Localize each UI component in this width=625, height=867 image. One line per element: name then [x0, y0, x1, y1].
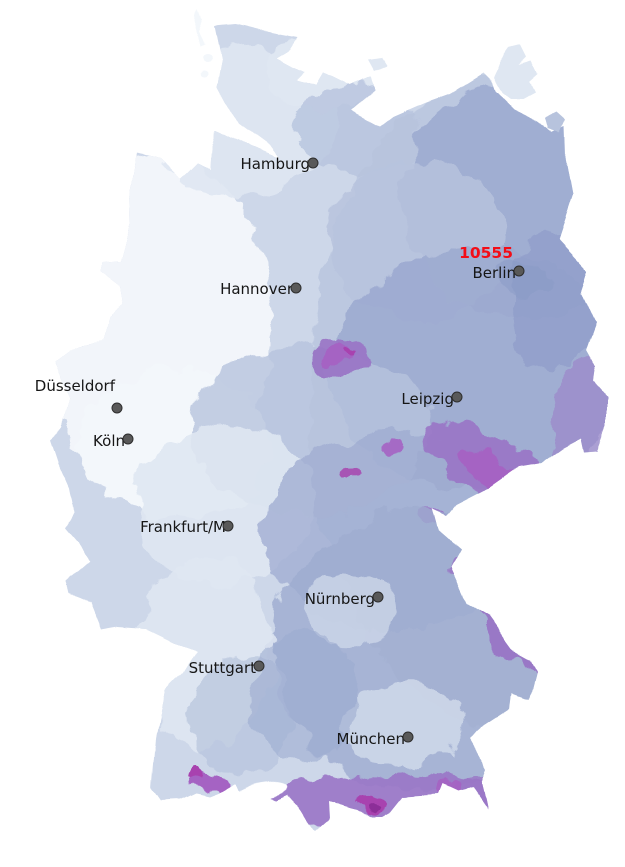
island-fehmarn: [368, 60, 386, 73]
hotspot-jena: [344, 466, 360, 478]
city-dot-leipzig: [451, 391, 463, 403]
city-dot-m-nchen: [402, 731, 414, 743]
hotspot-chiemgau: [439, 781, 465, 799]
island-foehr: [201, 53, 211, 61]
city-dot-n-rnberg: [372, 591, 384, 603]
hotspot-leipzig-south: [381, 438, 403, 454]
island-usedom: [545, 112, 566, 133]
city-marker-d-sseldorf: Düsseldorf: [35, 377, 123, 414]
city-label-berlin: Berlin: [472, 264, 516, 282]
city-marker-berlin: Berlin: [472, 264, 525, 282]
city-marker-frankfurt-m: Frankfurt/M: [140, 518, 234, 536]
lake-constance: [235, 782, 289, 800]
highlight-postal-code: 10555: [459, 244, 513, 262]
city-dot-stuttgart: [253, 660, 265, 672]
city-label-frankfurt-m: Frankfurt/M: [140, 518, 226, 536]
city-dot-k-ln: [122, 433, 134, 445]
city-label-hamburg: Hamburg: [240, 155, 310, 173]
hotspot-lusatia: [555, 360, 608, 480]
region-swabia: [250, 630, 360, 760]
city-label-d-sseldorf: Düsseldorf: [35, 377, 116, 395]
island-ruegen: [492, 46, 538, 99]
island-sylt: [195, 10, 204, 46]
city-dot-frankfurt-m: [222, 520, 234, 532]
region-altmuehl-light: [305, 575, 395, 645]
city-dot-berlin: [513, 265, 525, 277]
city-label-k-ln: Köln: [93, 432, 125, 450]
choropleth-layer: [51, 30, 608, 826]
city-dot-hannover: [290, 282, 302, 294]
hotspot-thuringia-peak: [342, 345, 352, 353]
city-label-n-rnberg: Nürnberg: [305, 590, 375, 608]
city-marker-n-rnberg: Nürnberg: [305, 590, 384, 608]
city-dot-d-sseldorf: [111, 402, 123, 414]
city-label-hannover: Hannover: [220, 280, 294, 298]
city-marker-hannover: Hannover: [220, 280, 302, 298]
island-pellworm: [198, 69, 206, 75]
city-marker-k-ln: Köln: [93, 432, 134, 450]
land-layer: [51, 10, 608, 830]
city-label-leipzig: Leipzig: [401, 390, 454, 408]
city-marker-hamburg: Hamburg: [240, 155, 319, 173]
city-label-m-nchen: München: [337, 730, 405, 748]
hotspot-alps-peak: [368, 801, 382, 811]
city-marker-stuttgart: Stuttgart: [189, 659, 265, 677]
region-munich-light: [345, 683, 465, 767]
hotspot-allgaeu: [289, 804, 311, 820]
hotspot-berchtesgaden: [455, 776, 505, 804]
city-marker-leipzig: Leipzig: [401, 390, 463, 408]
hotspot-loerrach-peak: [185, 770, 201, 782]
city-layer: Hamburg Hannover Berlin Düsseldorf Köln Leipz…: [35, 155, 525, 748]
city-dot-hamburg: [307, 157, 319, 169]
city-marker-m-nchen: München: [337, 730, 414, 748]
city-label-stuttgart: Stuttgart: [189, 659, 257, 677]
hotspot-bavarian-forest-core: [502, 605, 542, 631]
region-berlin-patch: [494, 262, 546, 302]
hotspot-oberpfalz: [447, 556, 477, 576]
